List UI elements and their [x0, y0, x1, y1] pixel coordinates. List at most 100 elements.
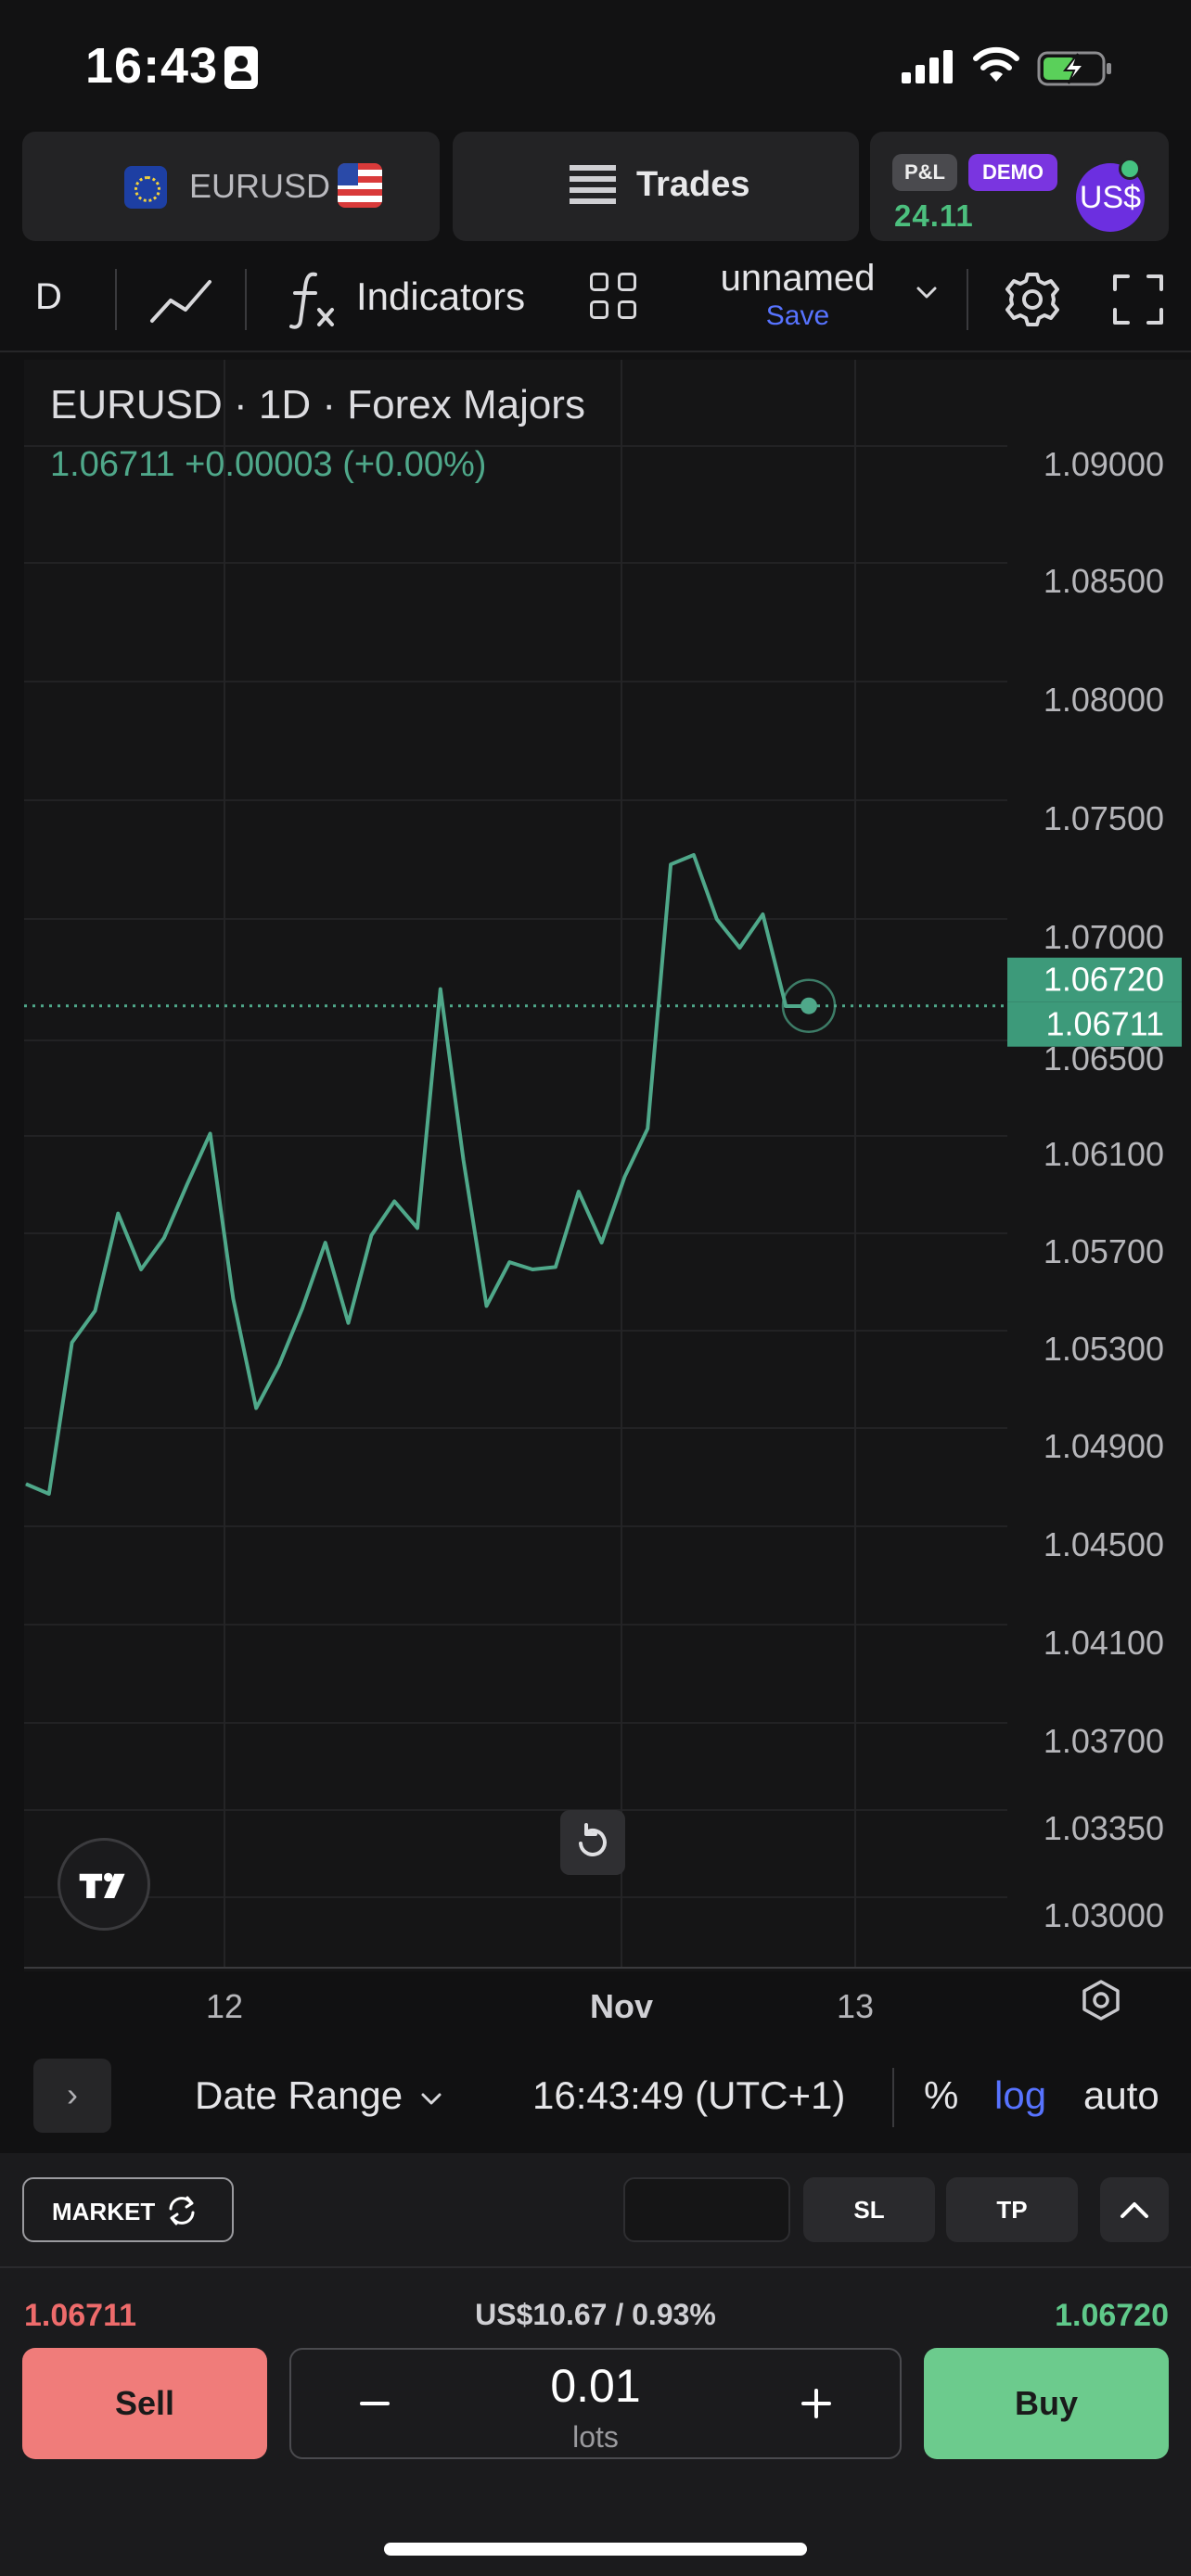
symbol-selector-button[interactable]: EURUSD — [22, 132, 440, 241]
wifi-icon — [973, 46, 1019, 82]
price-point — [255, 1408, 257, 1409]
buy-button[interactable]: Buy — [924, 2348, 1169, 2459]
y-axis-label: 1.05700 — [1044, 1232, 1164, 1270]
price-point — [48, 1493, 50, 1495]
price-point — [716, 918, 718, 920]
x-axis-label: Nov — [590, 1987, 653, 2025]
y-axis-label: 1.07000 — [1044, 918, 1164, 956]
y-axis-label: 1.07500 — [1044, 799, 1164, 837]
buy-price: 1.06720 — [1055, 2298, 1169, 2333]
auto-scale-toggle[interactable]: auto — [1083, 2073, 1159, 2117]
battery-charging-icon — [1037, 51, 1111, 86]
pnl-badge: P&L — [892, 154, 957, 191]
chevron-down-icon[interactable] — [913, 278, 941, 306]
interval-selector[interactable]: D — [35, 276, 62, 317]
price-line — [25, 853, 809, 1496]
toolbar-divider — [967, 269, 968, 330]
cellular-signal-icon — [902, 50, 954, 83]
chevron-down-icon[interactable] — [419, 2086, 443, 2111]
account-pnl-button[interactable]: P&L DEMO 24.11 US$ — [870, 132, 1169, 241]
price-point — [71, 1342, 73, 1344]
y-axis-label: 1.05300 — [1044, 1330, 1164, 1368]
reset-chart-icon[interactable] — [560, 1810, 625, 1875]
price-point — [508, 1261, 510, 1263]
tradingview-logo-icon[interactable] — [58, 1838, 150, 1931]
axis-settings-icon[interactable] — [1078, 1977, 1124, 2023]
y-axis-label: 1.06100 — [1044, 1135, 1164, 1173]
price-point — [95, 1310, 96, 1312]
price-point — [555, 1266, 557, 1268]
status-time: 16:43 — [85, 38, 219, 94]
x-axis-label: 12 — [206, 1987, 243, 2025]
price-point — [739, 947, 740, 949]
y-axis-label: 1.08000 — [1044, 681, 1164, 719]
contact-card-icon — [224, 46, 258, 89]
y-axis-label: 1.09000 — [1044, 445, 1164, 483]
y-axis-label: 1.04100 — [1044, 1624, 1164, 1662]
lots-stepper[interactable]: 0.01 lots — [289, 2348, 902, 2459]
toolbar-divider — [115, 269, 117, 330]
order-type-label: MARKET — [52, 2198, 156, 2225]
price-point — [140, 1269, 142, 1270]
eu-flag-icon — [124, 166, 167, 209]
toolbar-divider — [245, 269, 247, 330]
symbol-label: EURUSD — [189, 167, 331, 205]
price-point — [186, 1183, 188, 1185]
lots-value[interactable]: 0.01 — [550, 2360, 641, 2412]
price-point — [440, 988, 442, 990]
price-point — [762, 913, 763, 915]
trades-label: Trades — [636, 165, 750, 204]
chevron-up-icon[interactable] — [1100, 2177, 1169, 2242]
layout-name[interactable]: unnamed — [720, 258, 876, 299]
y-axis-label: 1.04900 — [1044, 1427, 1164, 1465]
chart-canvas[interactable]: 1.090001.085001.080001.075001.070001.065… — [0, 352, 1191, 2044]
order-type-button[interactable]: MARKET — [22, 2177, 234, 2242]
layout-grid-icon[interactable] — [590, 273, 640, 325]
chart-title: EURUSD · 1D · Forex Majors — [50, 382, 585, 427]
price-point — [25, 1483, 27, 1485]
percent-scale-toggle[interactable]: % — [924, 2073, 959, 2117]
price-point — [348, 1322, 349, 1324]
log-scale-toggle[interactable]: log — [994, 2073, 1047, 2117]
save-layout-button[interactable]: Save — [765, 300, 830, 331]
function-indicators-icon[interactable] — [288, 267, 339, 332]
chart-background — [24, 360, 1191, 1971]
minus-icon[interactable] — [347, 2376, 403, 2431]
price-point — [210, 1132, 211, 1134]
price-point — [416, 1227, 418, 1229]
gear-icon[interactable] — [1002, 269, 1063, 330]
x-axis-label: 13 — [837, 1987, 874, 2025]
status-bar: 16:43 — [0, 0, 1191, 130]
ask-price-tag — [1007, 1001, 1182, 1047]
ask-price-tag-label: 1.06711 — [1046, 1005, 1164, 1043]
list-icon — [570, 165, 616, 206]
price-chart[interactable]: 1.09000 1.08500 1.08000 1.07500 1.07000 1.065… — [0, 352, 1191, 2044]
trades-button[interactable]: Trades — [453, 132, 859, 241]
order-panel: MARKET SL TP US$10.67 / 0.93% 1.06711 1.… — [0, 2153, 1191, 2576]
chart-type-line-icon[interactable] — [148, 269, 213, 330]
price-point — [370, 1234, 372, 1236]
sell-price: 1.06711 — [24, 2298, 137, 2333]
expand-panel-button[interactable]: › — [33, 2059, 111, 2133]
timezone-clock[interactable]: 16:43:49 (UTC+1) — [532, 2073, 846, 2117]
y-axis-label: 1.03350 — [1044, 1809, 1164, 1847]
y-axis-label: 1.03000 — [1044, 1896, 1164, 1934]
indicators-button[interactable]: Indicators — [356, 274, 526, 318]
bid-price-tag — [1007, 957, 1182, 1002]
price-point — [531, 1269, 533, 1270]
date-range-button[interactable]: Date Range — [195, 2073, 403, 2117]
last-price-marker — [781, 978, 837, 1033]
y-axis-label: 1.03700 — [1044, 1722, 1164, 1760]
swap-icon — [169, 2196, 195, 2225]
take-profit-button[interactable]: TP — [946, 2177, 1078, 2242]
sell-button[interactable]: Sell — [22, 2348, 267, 2459]
price-point — [463, 1159, 465, 1161]
price-point — [486, 1305, 487, 1307]
fullscreen-icon[interactable] — [1109, 271, 1167, 328]
lots-unit: lots — [572, 2420, 619, 2454]
plus-icon[interactable] — [788, 2376, 844, 2431]
price-input[interactable] — [623, 2177, 790, 2242]
stop-loss-button[interactable]: SL — [803, 2177, 935, 2242]
price-point — [278, 1363, 280, 1365]
chart-toolbar: D Indicators unnamed Save — [0, 252, 1191, 352]
